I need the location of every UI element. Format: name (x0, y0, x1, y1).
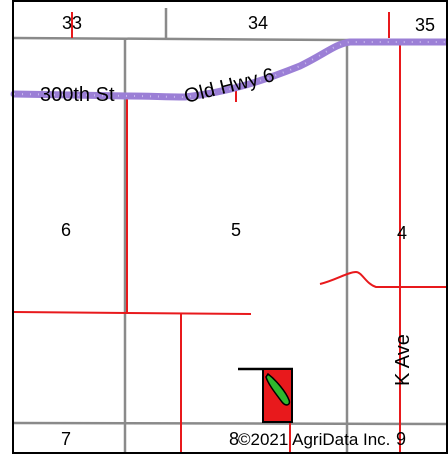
section-label-8: 8 (229, 429, 239, 449)
section-label-6: 6 (61, 220, 71, 240)
parcel-lines (13, 12, 448, 454)
parcel-line (13, 311, 252, 315)
parcel-line (319, 270, 448, 288)
map-frame (12, 0, 448, 454)
section-label-34: 34 (248, 13, 268, 33)
section-label-4: 4 (397, 223, 407, 243)
field-feature (265, 372, 291, 406)
section-line (13, 421, 448, 426)
section-line (13, 36, 346, 42)
section-label-35: 35 (415, 15, 435, 35)
section-label-7: 7 (61, 429, 71, 449)
road-label-300th-st: 300th St (40, 84, 115, 106)
section-label-5: 5 (231, 220, 241, 240)
road-label-k-ave: K Ave (392, 334, 414, 386)
highway-old-hwy-6 (10, 38, 448, 101)
section-label-33: 33 (62, 13, 82, 33)
copyright-text: ©2021 AgriData Inc. (238, 430, 390, 449)
section-label-9: 9 (396, 429, 406, 449)
